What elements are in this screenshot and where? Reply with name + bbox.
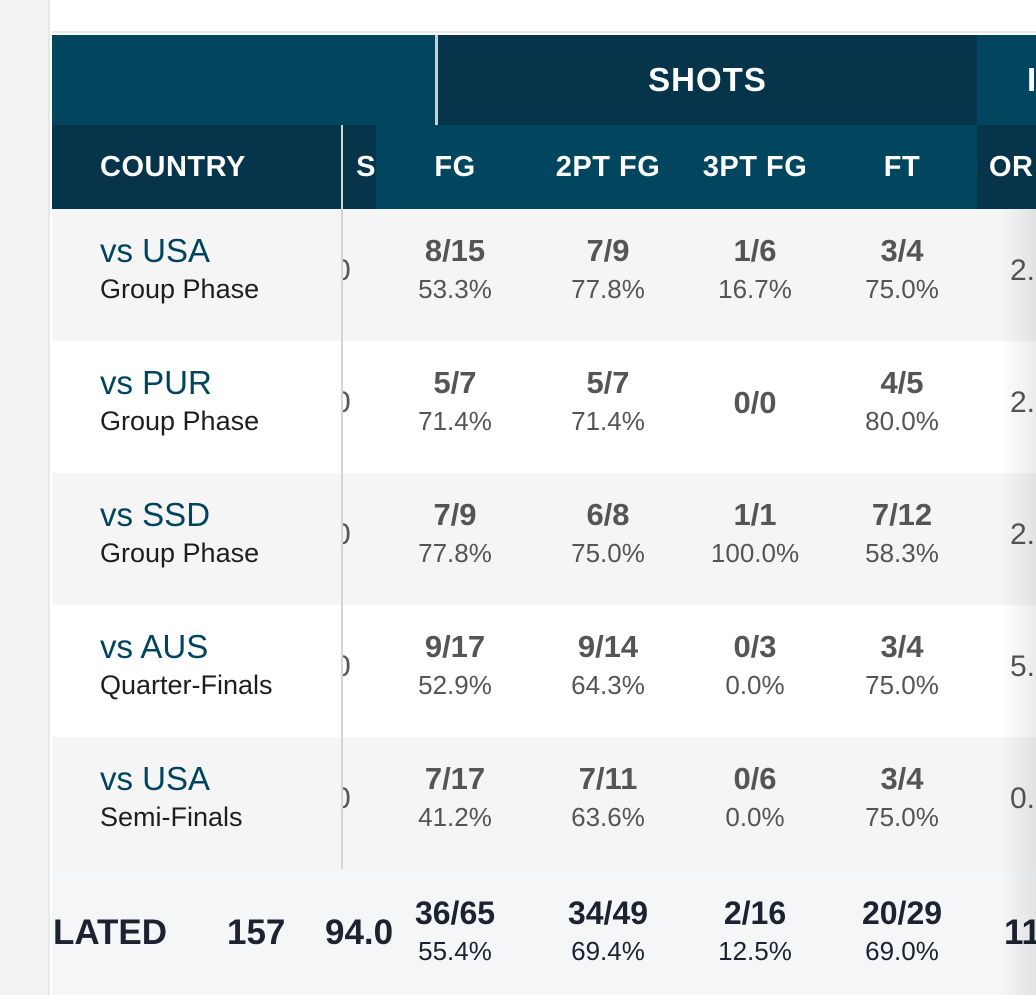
phase-label: Group Phase <box>100 274 260 304</box>
col-header-ft[interactable]: FT <box>883 150 921 183</box>
or-cell-partial: 0. <box>1010 782 1035 816</box>
phase-label: Quarter-Finals <box>100 670 273 700</box>
totals-value-1: 157 <box>227 913 286 952</box>
opponent-link[interactable]: vs PUR <box>100 364 212 401</box>
table-row: vs USA Group Phase 0 8/15 53.3% 7/9 77.8% 1/6… <box>52 209 1036 341</box>
2pt-fg-cell: 7/9 77.8% <box>571 233 645 304</box>
or-cell-partial: 2. <box>1010 518 1035 552</box>
col-header-or[interactable]: OR <box>977 125 1036 209</box>
totals-2pt-fg: 34/49 69.4% <box>567 895 649 966</box>
header-group-blank <box>52 35 437 125</box>
col-header-shots-bg <box>376 125 977 209</box>
totals-label: LATED <box>53 913 168 952</box>
header-group-next: I <box>977 35 1036 125</box>
partial-cell-left: 0 <box>342 650 351 683</box>
ft-cell: 3/4 75.0% <box>865 233 939 304</box>
3pt-fg-cell: 0/6 0.0% <box>725 761 785 832</box>
2pt-fg-cell: 5/7 71.4% <box>571 365 645 436</box>
table-row: vs SSD Group Phase 0 7/9 77.8% 6/8 75.0% 1/1 1… <box>52 473 1036 605</box>
country-cell: vs PUR Group Phase <box>100 363 259 439</box>
country-cell: vs USA Group Phase <box>100 231 259 307</box>
totals-ft: 20/29 69.0% <box>861 895 943 966</box>
or-cell-partial: 5. <box>1010 650 1035 684</box>
ft-cell: 4/5 80.0% <box>865 365 939 436</box>
3pt-fg-cell: 0/0 <box>733 385 777 420</box>
country-cell: vs USA Semi-Finals <box>100 759 243 835</box>
or-cell-partial: 2. <box>1010 386 1035 420</box>
3pt-fg-cell: 1/6 16.7% <box>718 233 792 304</box>
2pt-fg-cell: 6/8 75.0% <box>571 497 645 568</box>
col-header-3pt-fg[interactable]: 3PT FG <box>702 150 808 183</box>
phase-label: Group Phase <box>100 406 260 436</box>
totals-3pt-fg: 2/16 12.5% <box>718 895 792 966</box>
totals-value-2: 94.0 <box>325 913 394 952</box>
table-row: vs USA Semi-Finals 0 7/17 41.2% 7/11 63.6% 0/… <box>52 737 1036 869</box>
fg-cell: 7/17 41.2% <box>418 761 492 832</box>
opponent-link[interactable]: vs AUS <box>100 628 209 665</box>
2pt-fg-cell: 9/14 64.3% <box>571 629 645 700</box>
totals-or-partial: 11 <box>1004 913 1036 953</box>
fg-cell: 9/17 52.9% <box>418 629 492 700</box>
opponent-link[interactable]: vs SSD <box>100 496 211 533</box>
header-group-shots: SHOTS <box>438 35 977 125</box>
table-row: vs PUR Group Phase 0 5/7 71.4% 5/7 71.4% 0/0 4… <box>52 341 1036 473</box>
totals-row: LATED 157 94.0 36/65 55.4% 34/49 69.4% 2/1… <box>52 869 1036 995</box>
partial-cell-left: 0 <box>342 386 351 419</box>
fg-cell: 8/15 53.3% <box>418 233 492 304</box>
opponent-link[interactable]: vs USA <box>100 760 211 797</box>
ft-cell: 3/4 75.0% <box>865 761 939 832</box>
totals-fg: 36/65 55.4% <box>414 895 496 966</box>
col-header-country[interactable]: COUNTRY <box>52 125 342 209</box>
ft-cell: 7/12 58.3% <box>865 497 939 568</box>
country-cell: vs SSD Group Phase <box>100 495 259 571</box>
ft-cell: 3/4 75.0% <box>865 629 939 700</box>
or-cell-partial: 2. <box>1010 254 1035 288</box>
top-bar <box>52 0 1036 33</box>
fg-cell: 5/7 71.4% <box>418 365 492 436</box>
opponent-link[interactable]: vs USA <box>100 232 211 269</box>
3pt-fg-cell: 1/1 100.0% <box>710 497 800 568</box>
partial-cell-left: 0 <box>342 782 351 815</box>
3pt-fg-cell: 0/3 0.0% <box>725 629 785 700</box>
header-divider <box>435 35 438 125</box>
phase-label: Group Phase <box>100 538 260 568</box>
country-cell: vs AUS Quarter-Finals <box>100 627 273 703</box>
col-header-partial[interactable]: S <box>342 125 376 209</box>
scroll-shadow <box>1000 209 1036 995</box>
2pt-fg-cell: 7/11 63.6% <box>571 761 645 832</box>
table-row: vs AUS Quarter-Finals 0 9/17 52.9% 9/14 64.3… <box>52 605 1036 737</box>
partial-cell-left: 0 <box>342 254 351 287</box>
col-header-fg[interactable]: FG <box>434 150 476 183</box>
col-header-2pt-fg[interactable]: 2PT FG <box>555 150 661 183</box>
fg-cell: 7/9 77.8% <box>418 497 492 568</box>
partial-cell-left: 0 <box>342 518 351 551</box>
left-gutter <box>0 0 50 995</box>
sticky-column-divider <box>341 125 343 869</box>
phase-label: Semi-Finals <box>100 802 243 832</box>
